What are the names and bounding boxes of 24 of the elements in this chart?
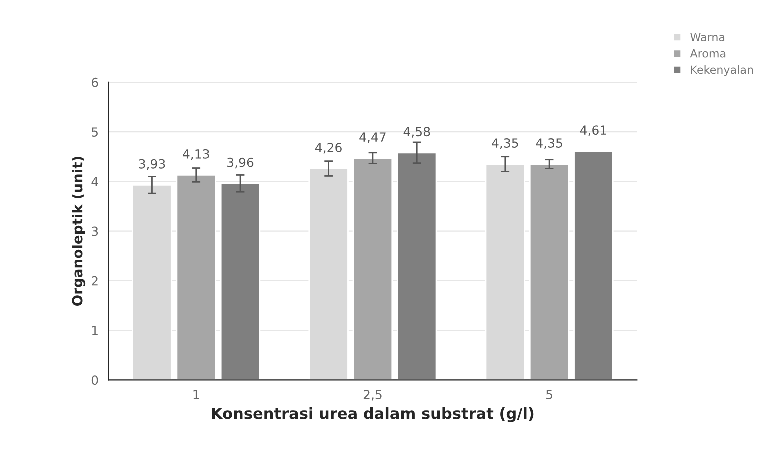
x-tick-label: 1 xyxy=(194,390,200,400)
data-label: 4,13 xyxy=(183,149,210,160)
y-tick-label: 3 xyxy=(92,226,98,236)
data-label: 4,47 xyxy=(360,132,386,144)
data-label: 4,35 xyxy=(536,138,562,150)
data-label: 4,61 xyxy=(580,126,606,136)
y-tick-label: 0 xyxy=(92,376,98,386)
y-tick-label: 6 xyxy=(92,78,98,88)
y-tick-label: 2 xyxy=(92,276,98,286)
data-label: 3,93 xyxy=(139,159,166,170)
data-label: 4,58 xyxy=(404,127,430,138)
x-tick-label: 2,5 xyxy=(364,390,382,401)
x-tick-label: 5 xyxy=(546,390,552,400)
legend-label: Warna xyxy=(690,33,725,42)
data-label: 4,35 xyxy=(492,138,518,150)
legend-label: Aroma xyxy=(690,50,726,58)
data-label: 4,26 xyxy=(316,143,342,154)
legend-label: Kekenyalan xyxy=(691,66,754,76)
y-tick-label: 4 xyxy=(92,177,98,186)
data-label: 3,96 xyxy=(228,158,254,169)
y-axis-title: Organoleptik (unit) xyxy=(72,157,86,306)
y-tick-label: 1 xyxy=(92,326,98,336)
x-axis-title: Konsentrasi urea dalam substrat (g/l) xyxy=(212,408,534,422)
y-tick-label: 5 xyxy=(92,128,98,137)
